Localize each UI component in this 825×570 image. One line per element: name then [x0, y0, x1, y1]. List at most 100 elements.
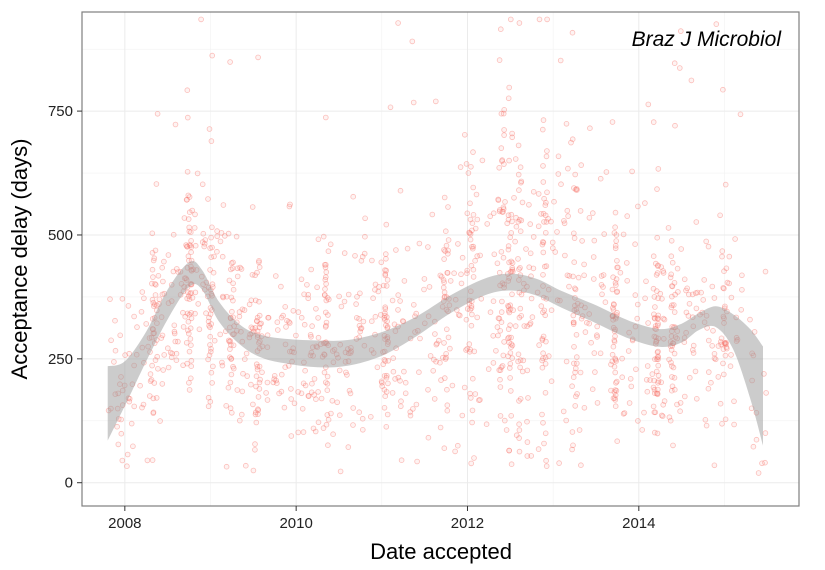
data-point	[208, 234, 214, 241]
data-point	[274, 319, 281, 326]
data-point	[569, 429, 576, 435]
data-point	[619, 374, 625, 381]
data-point	[398, 457, 405, 464]
data-point	[207, 311, 214, 317]
data-point	[153, 281, 159, 288]
data-point	[253, 383, 259, 390]
data-point	[574, 391, 580, 397]
data-point	[383, 389, 390, 395]
data-point	[720, 346, 727, 352]
data-point	[250, 401, 256, 408]
data-point	[398, 398, 404, 405]
data-point	[192, 289, 199, 296]
data-point	[495, 196, 502, 203]
data-point	[508, 341, 515, 347]
data-point	[578, 162, 584, 168]
data-point	[505, 246, 512, 253]
data-point	[236, 313, 243, 320]
data-point	[615, 264, 621, 271]
data-point	[524, 439, 531, 445]
data-point	[253, 361, 260, 368]
data-point	[536, 16, 543, 23]
data-point	[715, 374, 722, 380]
data-point	[467, 346, 474, 353]
data-point	[188, 357, 195, 364]
data-point	[160, 367, 167, 373]
data-point	[238, 266, 245, 272]
data-point	[518, 312, 524, 319]
data-point	[516, 427, 523, 433]
data-point	[195, 301, 202, 307]
data-point	[723, 345, 730, 352]
data-point	[516, 20, 523, 26]
data-point	[186, 379, 192, 386]
data-point	[350, 405, 357, 411]
data-point	[152, 301, 158, 308]
data-point	[455, 311, 462, 318]
data-point	[441, 289, 448, 296]
data-point	[610, 395, 617, 402]
data-point	[300, 429, 307, 435]
data-point	[188, 309, 194, 316]
data-point	[188, 315, 195, 322]
data-point	[252, 411, 259, 418]
data-point	[542, 230, 549, 236]
data-point	[435, 337, 442, 344]
data-point	[126, 350, 132, 357]
data-point	[540, 239, 547, 246]
data-point	[506, 339, 512, 346]
data-point	[624, 277, 630, 284]
data-point	[589, 386, 596, 393]
data-point	[526, 264, 532, 271]
data-point	[287, 201, 293, 208]
data-point	[468, 262, 475, 269]
data-point	[187, 242, 194, 249]
data-point	[600, 272, 607, 278]
data-point	[543, 463, 550, 469]
data-point	[184, 243, 190, 250]
data-point	[390, 355, 397, 362]
data-point	[576, 427, 583, 433]
data-point	[376, 283, 382, 290]
data-point	[381, 404, 388, 411]
data-point	[214, 248, 220, 255]
data-point	[300, 380, 307, 387]
data-point	[443, 326, 450, 333]
data-point	[499, 209, 506, 215]
data-point	[708, 379, 714, 386]
data-point	[543, 457, 549, 464]
data-point	[493, 347, 499, 354]
data-point	[288, 396, 295, 402]
data-point	[154, 111, 161, 117]
data-point	[295, 389, 301, 395]
data-point	[722, 341, 729, 348]
data-point	[660, 315, 667, 322]
data-point	[256, 259, 262, 266]
data-point	[461, 132, 468, 138]
data-point	[250, 467, 257, 474]
data-point	[263, 390, 269, 396]
data-point	[651, 311, 657, 318]
data-point	[243, 462, 249, 469]
data-point	[208, 254, 215, 261]
data-point	[242, 356, 248, 363]
data-point	[722, 416, 729, 423]
data-point	[500, 110, 507, 117]
data-point	[173, 357, 180, 364]
data-point	[541, 219, 547, 225]
data-point	[502, 199, 508, 205]
data-point	[698, 289, 704, 296]
data-point	[540, 179, 547, 185]
data-point	[395, 307, 401, 313]
data-point	[654, 356, 660, 362]
data-point	[338, 303, 345, 310]
data-point	[368, 318, 375, 325]
data-point	[540, 309, 546, 316]
data-point	[236, 309, 243, 315]
data-point	[494, 260, 501, 267]
data-point	[540, 210, 547, 217]
data-point	[153, 395, 160, 401]
data-point	[468, 322, 475, 329]
data-point	[444, 402, 451, 409]
data-point	[499, 158, 505, 164]
